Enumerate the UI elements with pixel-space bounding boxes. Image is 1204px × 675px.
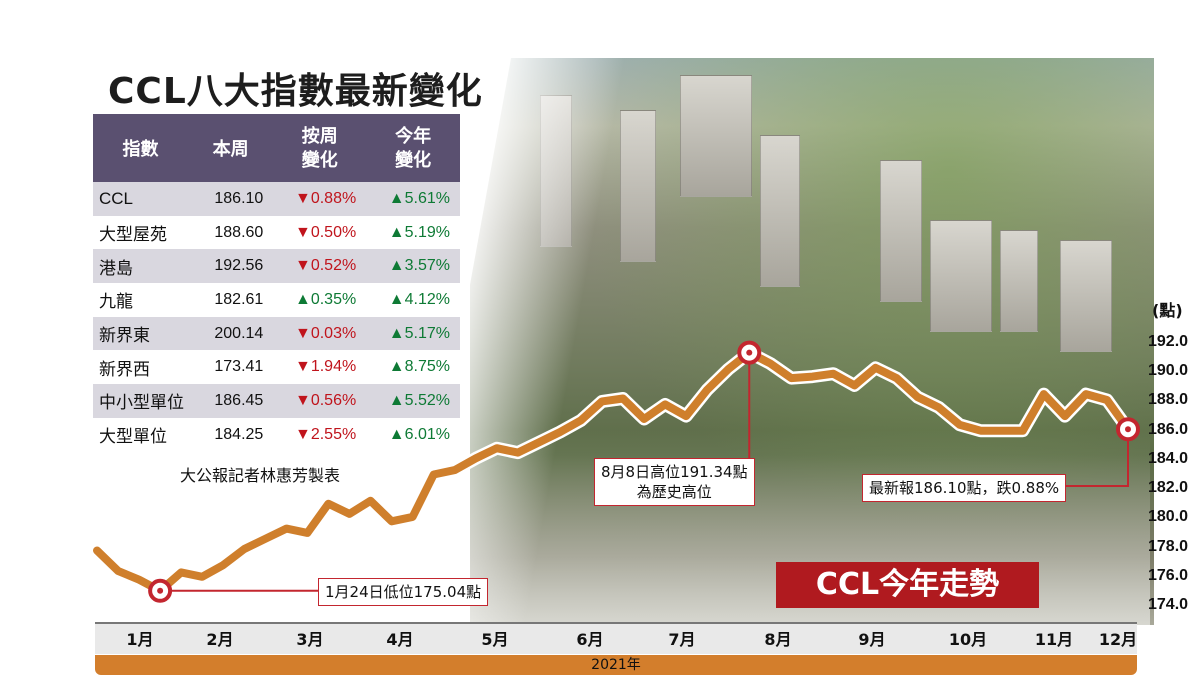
header-ytd: 今年 變化 [366,114,460,182]
month-label: 5月 [481,630,509,649]
table-row: 新界東 200.14 ▼0.03% ▲5.17% [93,316,460,351]
row-wow: ▼1.94% [273,350,367,385]
row-name: 新界西 [93,350,188,385]
table-row: 新界西 173.41 ▼1.94% ▲8.75% [93,350,460,385]
row-wow: ▼0.50% [273,215,367,250]
table-title: CCL八大指數最新變化 [108,71,483,112]
annotation-marker-dot [1125,426,1131,433]
row-week: 186.10 [188,182,274,216]
row-name: 大型屋苑 [93,215,188,250]
month-label: 1月 [126,630,154,649]
latest-annotation: 最新報186.10點，跌0.88% [862,474,1067,502]
table-credit: 大公報記者林惠芳製表 [180,466,341,485]
y-tick-label: 190.0 [1148,362,1189,380]
month-label: 4月 [386,630,414,649]
row-ytd: ▲5.17% [366,316,460,351]
row-name: 大型單位 [93,417,188,452]
y-tick-label: 182.0 [1148,479,1189,497]
row-ytd: ▲3.57% [366,249,460,284]
month-label: 3月 [296,630,324,649]
row-week: 184.25 [188,417,274,452]
table-row: 大型單位 184.25 ▼2.55% ▲6.01% [93,417,460,452]
month-label: 2月 [206,630,234,649]
row-week: 173.41 [188,350,274,385]
low-annotation: 1月24日低位175.04點 [318,578,489,606]
row-ytd: ▲5.19% [366,215,460,250]
row-week: 186.45 [188,384,274,418]
y-tick-label: 184.0 [1148,449,1189,467]
y-axis-unit: (點) [1152,301,1183,320]
table-row: 港島 192.56 ▼0.52% ▲3.57% [93,249,460,284]
row-week: 188.60 [188,215,274,250]
month-label: 10月 [948,630,988,649]
table-row: 九龍 182.61 ▲0.35% ▲4.12% [93,283,460,317]
annotation-leader [1052,429,1129,487]
row-name: 九龍 [93,283,188,317]
header-index: 指數 [93,114,188,182]
row-ytd: ▲8.75% [366,350,460,385]
table-row: 大型屋苑 188.60 ▼0.50% ▲5.19% [93,215,460,250]
row-name: 中小型單位 [93,384,188,418]
month-label: 7月 [668,630,696,649]
row-wow: ▼0.88% [273,182,367,216]
high-annotation: 8月8日高位191.34點 為歷史高位 [594,458,755,506]
month-label: 8月 [764,630,792,649]
month-label: 6月 [576,630,604,649]
row-wow: ▼0.52% [273,249,367,284]
row-ytd: ▲5.52% [366,384,460,418]
row-ytd: ▲4.12% [366,283,460,317]
row-week: 182.61 [188,283,274,317]
row-ytd: ▲5.61% [366,182,460,216]
row-wow: ▼0.56% [273,384,367,418]
year-label: 2021年 [95,655,1137,675]
y-tick-label: 176.0 [1148,566,1189,584]
row-name: CCL [93,182,188,216]
y-tick-label: 180.0 [1148,508,1189,526]
y-tick-label: 188.0 [1148,391,1189,409]
header-week: 本周 [188,114,274,182]
month-label: 9月 [858,630,886,649]
y-tick-label: 174.0 [1148,596,1189,613]
row-ytd: ▲6.01% [366,417,460,452]
index-table: 指數 本周 按周 變化 今年 變化 CCL 186.10 ▼0.88% ▲5.61% 大… [93,114,460,452]
header-wow: 按周 變化 [273,114,367,182]
row-wow: ▼2.55% [273,417,367,452]
row-week: 192.56 [188,249,274,284]
annotation-marker-dot [746,349,753,356]
table-row: 中小型單位 186.45 ▼0.56% ▲5.52% [93,384,460,418]
month-label: 12月 [1098,630,1138,649]
annotation-marker-dot [157,587,164,594]
month-label: 11月 [1034,630,1074,649]
series-line [93,348,1132,595]
row-week: 200.14 [188,316,274,351]
month-axis [95,622,1137,654]
row-wow: ▼0.03% [273,316,367,351]
y-tick-label: 178.0 [1148,537,1189,555]
row-name: 港島 [93,249,188,284]
y-tick-label: 192.0 [1148,333,1189,350]
table-row: CCL 186.10 ▼0.88% ▲5.61% [93,182,460,216]
chart-title-badge: CCL今年走勢 [776,562,1039,608]
row-wow: ▲0.35% [273,283,367,317]
y-tick-label: 186.0 [1148,420,1189,438]
row-name: 新界東 [93,316,188,351]
